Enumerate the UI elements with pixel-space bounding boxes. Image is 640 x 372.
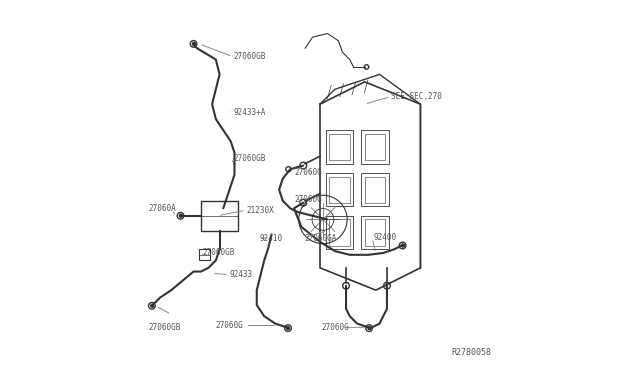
Bar (361, 173, 389, 206)
Bar (326, 216, 353, 249)
Text: 27060G: 27060G (294, 169, 323, 177)
Circle shape (193, 42, 195, 45)
Circle shape (151, 304, 154, 307)
Bar (365, 177, 385, 203)
Text: 27060G: 27060G (294, 195, 323, 203)
Text: 92410: 92410 (260, 234, 283, 243)
Text: 27060G: 27060G (216, 321, 244, 330)
Bar (361, 216, 389, 249)
Text: SEE SEC.270: SEE SEC.270 (392, 92, 442, 101)
Text: 27060GA: 27060GA (305, 234, 337, 243)
Bar (330, 134, 349, 160)
Bar (330, 219, 349, 246)
Text: R2780058: R2780058 (451, 348, 491, 357)
Text: 27060G: 27060G (322, 323, 349, 332)
Circle shape (401, 244, 404, 247)
Bar (330, 177, 349, 203)
Text: 21230X: 21230X (246, 206, 275, 215)
Bar (201, 201, 238, 231)
Bar (365, 134, 385, 160)
Bar (361, 130, 389, 164)
Text: 92433: 92433 (230, 270, 253, 279)
Circle shape (368, 327, 371, 330)
Text: 27060GB: 27060GB (234, 52, 266, 61)
Text: 92433+A: 92433+A (234, 108, 266, 117)
Circle shape (179, 214, 182, 217)
Circle shape (287, 327, 289, 330)
Bar (365, 219, 385, 246)
Bar (199, 249, 211, 260)
Text: 27060A: 27060A (149, 204, 177, 213)
Text: 92400: 92400 (373, 233, 396, 242)
Bar (326, 130, 353, 164)
Text: 27060GB: 27060GB (203, 248, 235, 257)
Text: 27060GB: 27060GB (234, 154, 266, 163)
Text: 27060GB: 27060GB (149, 323, 181, 332)
Bar (326, 173, 353, 206)
